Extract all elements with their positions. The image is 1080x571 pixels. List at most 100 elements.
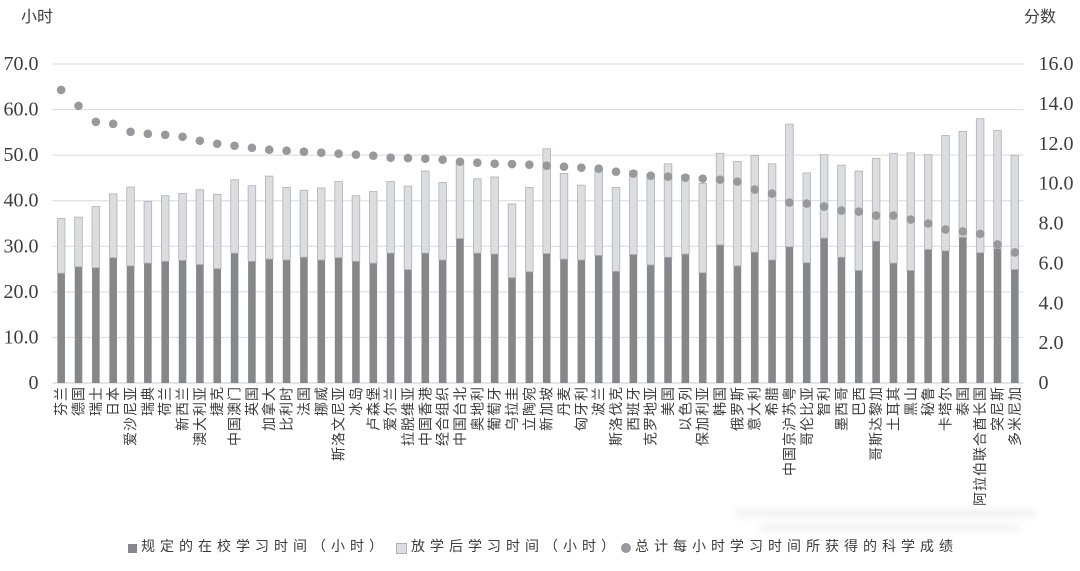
bar-after-school	[681, 174, 690, 255]
right-tick-label: 10.0	[1039, 173, 1074, 195]
category-label: 经合组织	[436, 386, 452, 446]
score-dot	[733, 177, 742, 186]
bar-after-school	[386, 181, 395, 254]
category-label: 卡塔尔	[938, 386, 954, 431]
bar-in-school	[577, 259, 586, 383]
category-label: 丹麦	[557, 386, 573, 416]
left-tick-label: 40.0	[4, 190, 39, 212]
category-label: 爱沙尼亚	[124, 386, 140, 446]
bar-after-school	[230, 179, 239, 254]
score-dot	[160, 130, 170, 140]
score-dot	[646, 171, 656, 180]
score-dot	[473, 158, 482, 167]
bar-after-school	[715, 152, 725, 246]
category-label: 荷兰	[158, 386, 174, 416]
bar-after-school	[993, 130, 1002, 249]
category-label: 斯洛文尼亚	[332, 386, 348, 461]
bar-in-school	[889, 263, 898, 383]
category-label: 日本	[106, 386, 122, 416]
bar-after-school	[611, 187, 621, 272]
bar-after-school	[906, 152, 915, 271]
score-dot	[854, 207, 864, 216]
category-label: 冰岛	[349, 386, 365, 416]
bar-after-school	[421, 170, 430, 254]
category-label: 新加坡	[540, 386, 556, 431]
bar-in-school	[941, 250, 950, 383]
bar-after-school	[542, 148, 551, 254]
bar-after-school	[941, 135, 950, 252]
bar-in-school	[959, 237, 967, 383]
score-dot	[750, 185, 760, 194]
left-tick-label: 30.0	[4, 235, 39, 257]
category-label: 法国	[297, 386, 313, 416]
category-label: 拉脱维亚	[401, 386, 417, 446]
score-dot	[889, 211, 898, 220]
category-label: 泰国	[956, 386, 972, 416]
bar-after-school	[854, 170, 863, 271]
score-dot	[126, 127, 135, 137]
bar-in-school	[248, 261, 256, 383]
bar-after-school	[282, 187, 291, 261]
bar-after-school	[1010, 154, 1020, 270]
score-dot	[299, 147, 309, 157]
bar-in-school	[57, 273, 65, 383]
bar-in-school	[473, 253, 482, 383]
bar-after-school	[247, 185, 257, 262]
right-axis-tick-labels: 16.0 14.0 12.0 10.0 8.0 6.0 4.0 2.0 0	[1039, 53, 1074, 394]
category-label: 斯洛伐克	[609, 386, 625, 446]
right-tick-label: 12.0	[1039, 133, 1074, 155]
category-label: 哥斯达黎加	[869, 386, 885, 461]
legend-label-score: 总计每小时学习时间所获得的科学成绩	[635, 540, 958, 555]
legend-item-score: 总计每小时学习时间所获得的科学成绩	[621, 538, 958, 558]
legend: 规定的在校学习时间（小时） 放学后学习时间（小时） 总计每小时学习时间所获得的科…	[0, 538, 1080, 562]
category-label: 黑山	[904, 386, 920, 416]
bar-in-school	[837, 257, 846, 383]
bar-after-school	[802, 172, 811, 264]
score-dot	[56, 85, 66, 95]
category-label: 芬兰	[54, 386, 70, 416]
score-dot	[906, 215, 916, 224]
bar-after-school	[663, 163, 673, 258]
bar-after-school	[733, 161, 742, 267]
bar-after-school	[646, 173, 655, 266]
bar-in-school	[733, 265, 742, 383]
bar-after-school	[750, 155, 759, 253]
category-label: 澳大利亚	[193, 386, 209, 446]
score-dot	[368, 151, 378, 161]
bar-after-school	[785, 123, 794, 248]
right-tick-label: 8.0	[1039, 213, 1064, 235]
bar-after-school	[178, 193, 187, 261]
category-label: 西班牙	[626, 386, 642, 431]
bar-in-school	[352, 261, 360, 383]
category-label: 土耳其	[886, 386, 902, 431]
bar-after-school	[455, 162, 465, 239]
category-label: 中国京沪苏粤	[782, 386, 798, 476]
bar-after-school	[438, 182, 447, 261]
legend-label-after-school: 放学后学习时间（小时）	[411, 540, 620, 555]
category-label: 秘鲁	[921, 386, 937, 416]
bars	[56, 118, 1020, 383]
bar-in-school	[508, 277, 516, 383]
bar-in-school	[716, 244, 724, 383]
category-labels: 芬兰 德国 瑞士 日本 爱沙尼亚 瑞典 荷兰 新西兰 澳大利亚 捷克 中国澳门 英国 加拿大 比利时 法国挪…	[54, 386, 1024, 506]
score-dot	[698, 174, 708, 183]
bar-in-school	[646, 264, 655, 383]
bar-after-school	[56, 218, 66, 274]
bar-after-school	[698, 182, 707, 274]
bar-after-school	[871, 157, 881, 242]
bar-in-school	[924, 249, 932, 383]
bar-after-school	[161, 195, 170, 262]
bar-in-school	[1011, 269, 1019, 383]
score-dot	[993, 240, 1002, 249]
right-tick-label: 4.0	[1039, 292, 1064, 314]
category-label: 突尼斯	[990, 386, 1006, 431]
score-dot	[178, 132, 187, 142]
category-label: 英国	[244, 386, 261, 416]
score-dot	[403, 153, 413, 163]
bar-after-school	[819, 154, 829, 239]
erased-watermark-smudge	[735, 508, 1035, 518]
bar-in-school	[629, 254, 638, 383]
category-label: 墨西哥	[835, 386, 850, 431]
bar-in-school	[525, 271, 534, 383]
score-dot	[212, 139, 222, 149]
